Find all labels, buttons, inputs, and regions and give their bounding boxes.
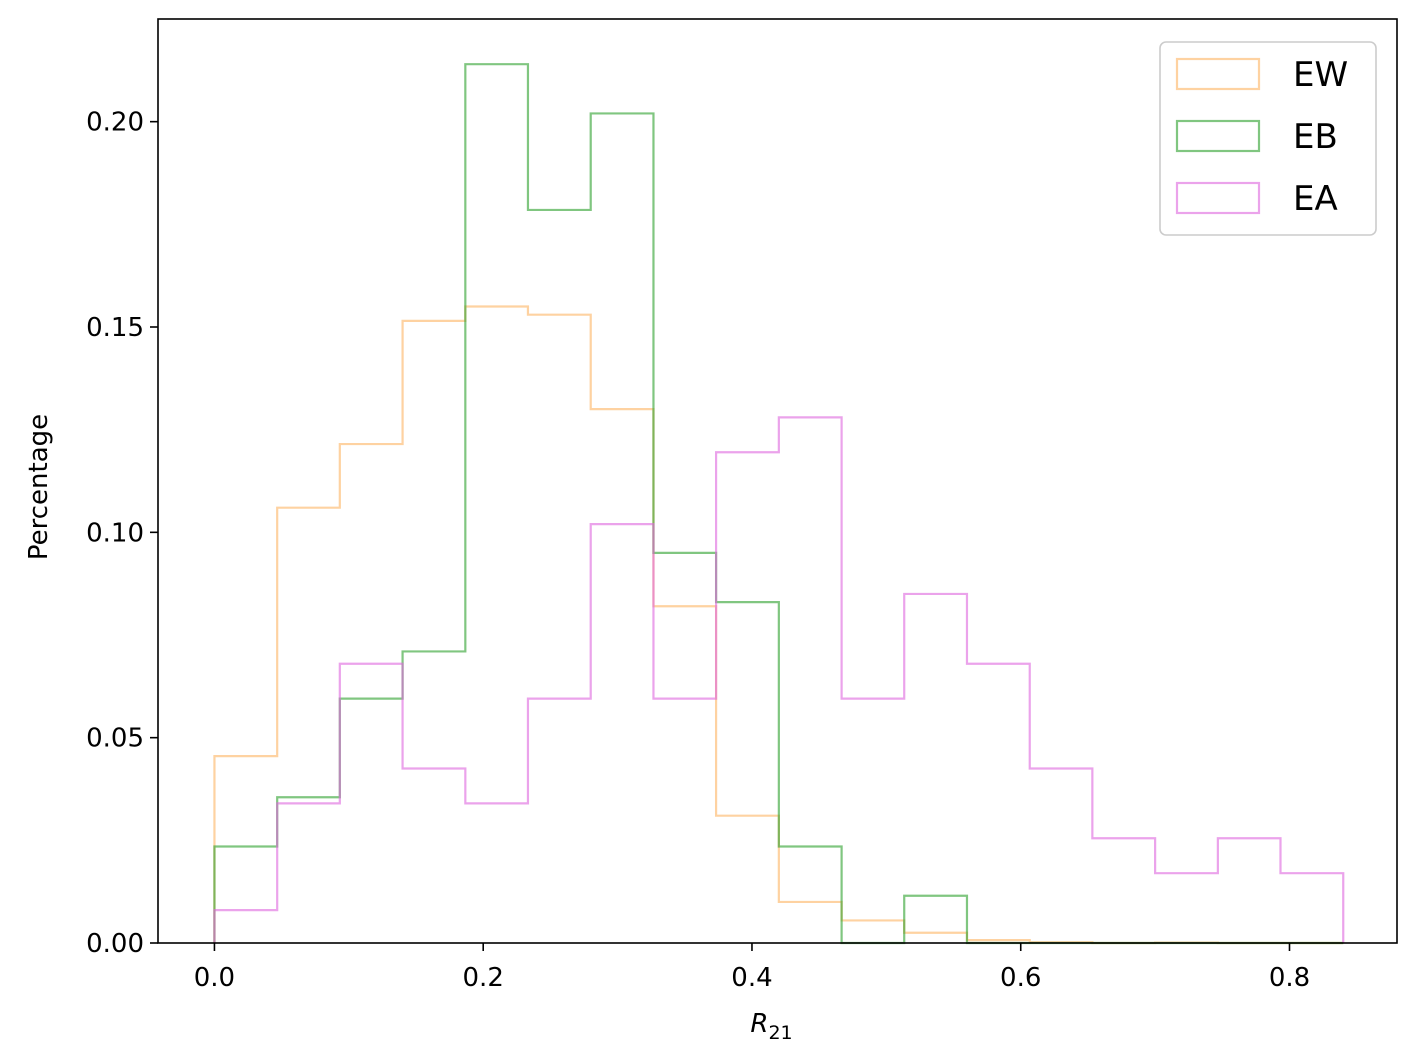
legend-label-eb: EB	[1293, 117, 1338, 157]
legend-box	[1159, 41, 1377, 236]
x-tick-label: 0.6	[1000, 963, 1041, 993]
x-axis-title-main: R	[750, 1009, 768, 1039]
x-axis-title-subscript: 21	[768, 1022, 792, 1044]
plot-frame	[157, 18, 1398, 944]
y-axis: 0.00 0.05 0.10 0.15 0.20	[86, 108, 158, 959]
legend-label-ew: EW	[1293, 55, 1348, 95]
y-axis-title: Percentage	[24, 414, 54, 560]
x-tick-label: 0.2	[463, 963, 504, 993]
x-axis-title: R21	[750, 1009, 792, 1044]
legend-swatch-ew	[1175, 57, 1261, 91]
y-tick-label: 0.05	[86, 724, 144, 754]
legend-label-ea: EA	[1293, 179, 1338, 219]
legend: EW EB EA	[1159, 41, 1377, 236]
y-tick-label: 0.00	[86, 929, 144, 959]
legend-swatch-eb	[1175, 119, 1261, 153]
y-tick-label: 0.20	[86, 108, 144, 138]
histogram-series-ea	[213, 416, 1345, 943]
x-tick-label: 0.0	[194, 963, 235, 993]
y-tick-label: 0.15	[86, 313, 144, 343]
x-axis: 0.0 0.2 0.4 0.6 0.8	[194, 943, 1310, 993]
x-tick-label: 0.4	[731, 963, 772, 993]
x-tick-label: 0.8	[1269, 963, 1310, 993]
legend-swatch-ea	[1175, 181, 1261, 215]
y-tick-label: 0.10	[86, 518, 144, 548]
